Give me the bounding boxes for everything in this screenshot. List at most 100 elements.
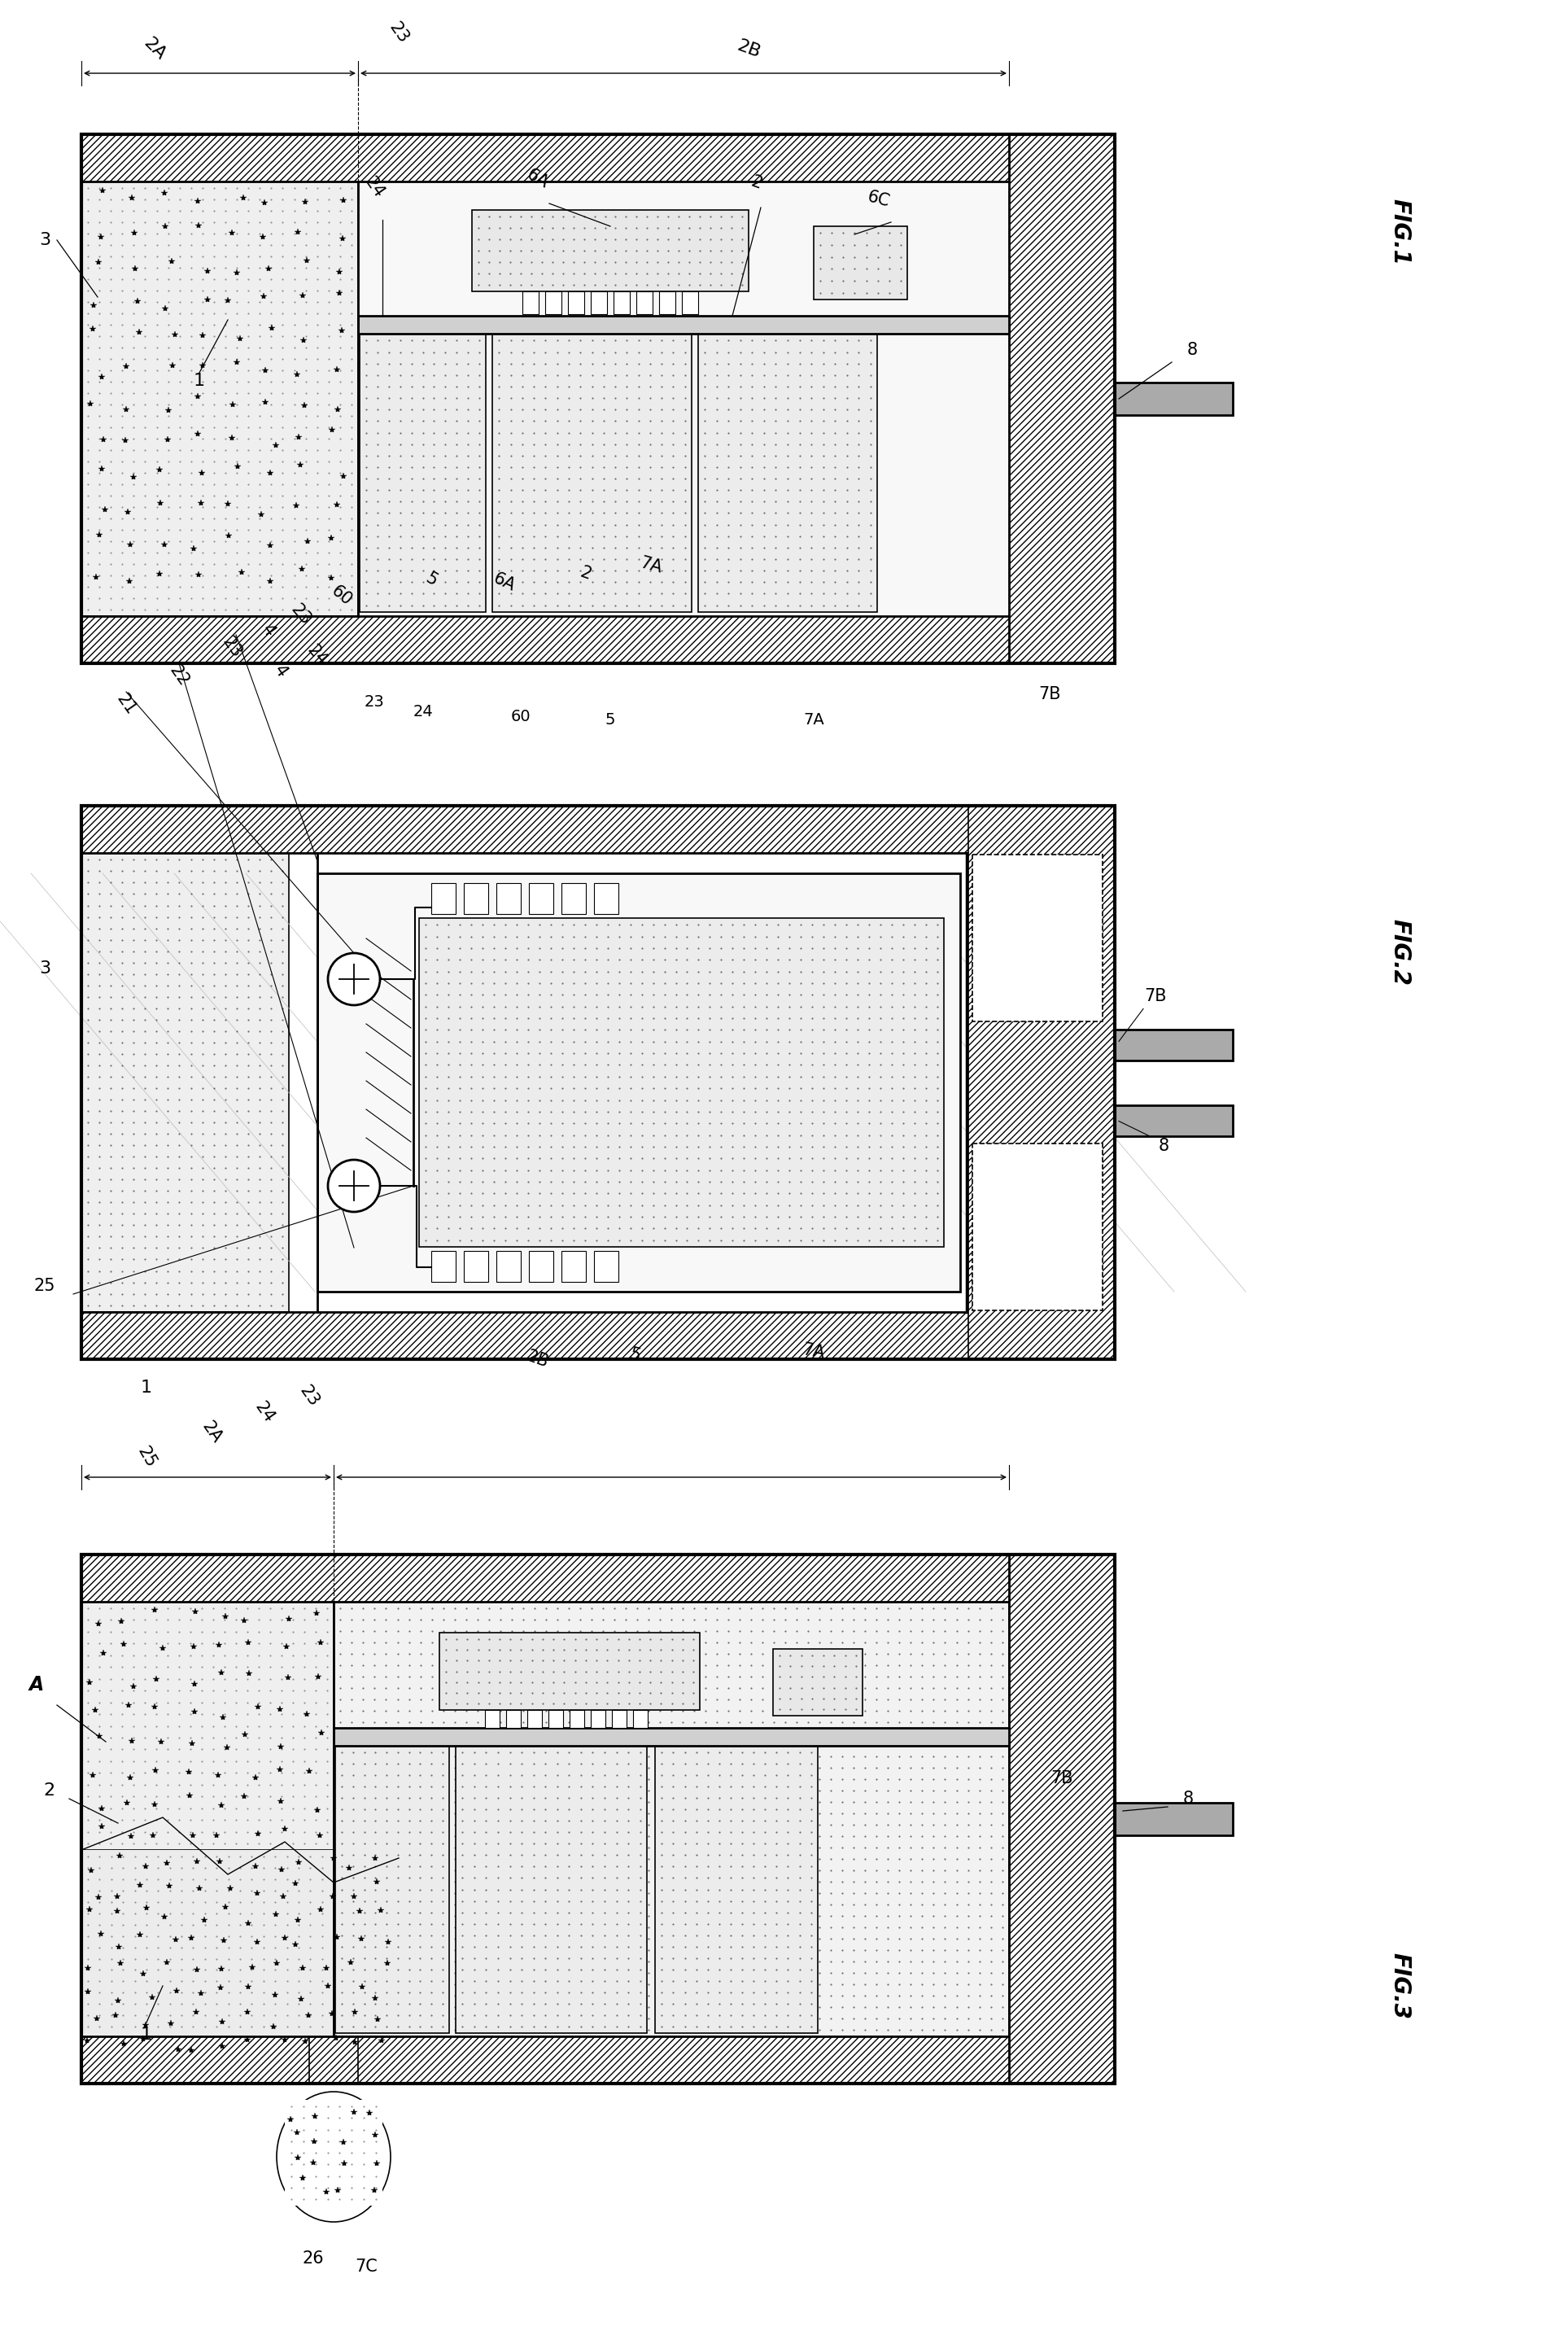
Bar — [82, 2037, 1115, 2084]
Bar — [431, 884, 456, 914]
Text: 1: 1 — [193, 373, 205, 389]
Text: A: A — [30, 1676, 44, 1695]
Text: 6A: 6A — [491, 570, 517, 593]
Circle shape — [328, 954, 379, 1006]
Bar — [82, 1601, 334, 1849]
Text: 22: 22 — [166, 661, 191, 689]
Text: 6A: 6A — [524, 166, 550, 192]
Text: 2A: 2A — [199, 1418, 224, 1446]
Bar — [1115, 1029, 1232, 1059]
Bar — [82, 1554, 1115, 1601]
Bar — [698, 333, 877, 612]
Bar — [82, 853, 289, 1313]
Text: 2: 2 — [750, 173, 765, 192]
Bar — [1115, 1104, 1232, 1137]
Text: FIG.2: FIG.2 — [1388, 919, 1411, 984]
Bar — [568, 291, 585, 314]
Bar — [359, 333, 486, 612]
Bar — [464, 884, 488, 914]
Bar — [655, 1746, 818, 2032]
Text: FIG.1: FIG.1 — [1388, 199, 1411, 265]
Bar — [472, 211, 748, 291]
Text: 23: 23 — [386, 19, 411, 47]
Circle shape — [328, 1160, 379, 1212]
Text: 60: 60 — [328, 584, 356, 609]
Bar — [594, 884, 618, 914]
Text: 2B: 2B — [734, 38, 762, 61]
Text: 7B: 7B — [1145, 989, 1167, 1006]
Text: 25: 25 — [34, 1277, 55, 1294]
Bar — [969, 806, 1115, 1360]
Bar — [419, 919, 944, 1247]
Bar — [528, 884, 554, 914]
Text: 24: 24 — [304, 642, 331, 668]
Text: 23: 23 — [220, 633, 245, 661]
Text: 8: 8 — [1182, 1791, 1193, 1807]
Text: 4: 4 — [271, 663, 290, 680]
Bar — [972, 1144, 1102, 1310]
Bar — [561, 884, 586, 914]
Text: 25: 25 — [133, 1444, 158, 1470]
Bar — [773, 1648, 862, 1716]
Bar — [546, 291, 561, 314]
Text: 6C: 6C — [866, 188, 892, 211]
Bar — [591, 291, 607, 314]
Text: 7A: 7A — [638, 556, 663, 577]
Bar — [633, 1711, 648, 1728]
Bar — [82, 1313, 1115, 1360]
Text: 7B: 7B — [1051, 1770, 1073, 1786]
Bar — [82, 134, 1115, 663]
Bar — [439, 1634, 699, 1711]
Bar — [82, 1554, 1115, 2084]
Bar — [497, 1252, 521, 1282]
Bar — [549, 1711, 563, 1728]
Text: 4: 4 — [259, 621, 278, 640]
Text: 24: 24 — [251, 1399, 278, 1425]
Bar — [336, 1746, 448, 2032]
Text: 26: 26 — [303, 2250, 325, 2267]
Bar — [492, 333, 691, 612]
Text: 3: 3 — [39, 232, 50, 248]
Text: 2A: 2A — [141, 35, 169, 63]
Bar — [317, 874, 960, 1292]
Text: 2B: 2B — [524, 1348, 550, 1371]
Bar — [431, 1252, 456, 1282]
Bar — [1008, 134, 1115, 663]
Bar — [82, 1849, 398, 2067]
Text: 23: 23 — [289, 600, 314, 628]
Ellipse shape — [276, 2091, 390, 2222]
Text: 1: 1 — [141, 2028, 152, 2044]
Text: 60: 60 — [511, 710, 532, 724]
Bar — [82, 806, 1115, 1360]
Bar — [285, 2100, 383, 2206]
Bar — [591, 1711, 605, 1728]
Text: 23: 23 — [364, 694, 384, 710]
Text: 21: 21 — [113, 691, 140, 717]
Bar — [485, 1711, 500, 1728]
Text: 8: 8 — [1187, 342, 1198, 359]
Text: 5: 5 — [422, 570, 441, 588]
Bar — [358, 180, 1008, 616]
Bar — [528, 1252, 554, 1282]
Bar — [1008, 1554, 1115, 2084]
Bar — [82, 616, 1115, 663]
Text: 2: 2 — [579, 565, 594, 584]
Text: 5: 5 — [627, 1345, 641, 1364]
Text: 24: 24 — [412, 706, 433, 720]
Bar — [814, 227, 908, 300]
Bar — [464, 1252, 488, 1282]
Bar — [569, 1711, 585, 1728]
Text: 5: 5 — [605, 713, 615, 729]
Bar — [612, 1711, 627, 1728]
Bar — [561, 1252, 586, 1282]
Bar — [527, 1711, 543, 1728]
Bar — [358, 316, 1008, 333]
Bar — [334, 1601, 1008, 2037]
Bar — [972, 856, 1102, 1022]
Bar — [82, 180, 358, 616]
Text: 8: 8 — [1159, 1137, 1168, 1153]
Bar — [613, 291, 630, 314]
Text: FIG.3: FIG.3 — [1388, 1953, 1411, 2018]
Bar — [506, 1711, 521, 1728]
Text: 1: 1 — [141, 1381, 152, 1395]
